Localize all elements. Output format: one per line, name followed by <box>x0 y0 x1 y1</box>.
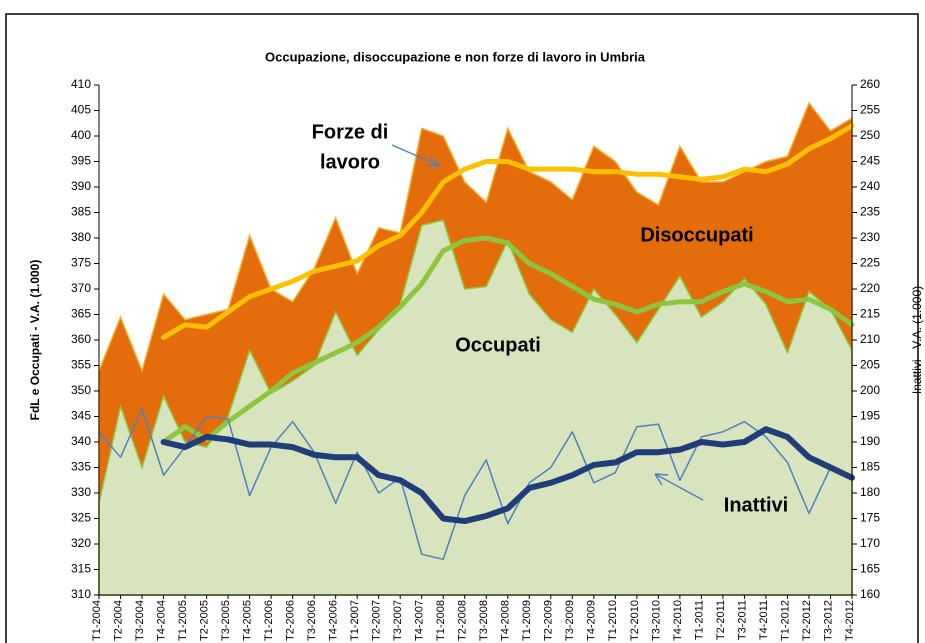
x-tick-label: T2-2006 <box>285 600 297 641</box>
x-tick-label: T3-2008 <box>478 600 490 641</box>
x-tick-label: T4-2011 <box>758 600 770 640</box>
y2-tick-label: 165 <box>860 562 880 576</box>
x-tick-label: T3-2006 <box>306 600 318 641</box>
y-tick-label: 320 <box>71 536 91 550</box>
y-tick-label: 360 <box>71 332 91 346</box>
x-tick-label: T4-2004 <box>155 600 167 641</box>
arrow-head <box>427 156 441 167</box>
x-tick-label: T1-2012 <box>779 600 791 641</box>
y2-tick-label: 190 <box>860 434 880 448</box>
y-tick-label: 385 <box>71 205 91 219</box>
x-tick-label: T2-2005 <box>198 600 210 641</box>
y-tick-label: 390 <box>71 179 91 193</box>
y2-tick-label: 245 <box>860 154 880 168</box>
x-tick-label: T3-2007 <box>392 600 404 641</box>
x-tick-label: T2-2008 <box>457 600 469 641</box>
y2-tick-label: 250 <box>860 128 880 142</box>
y2-tick-label: 220 <box>860 281 880 295</box>
y-axis-label: FdL e Occupati - V.A. (1.000) <box>28 260 42 421</box>
annotation: Forze di <box>312 121 389 143</box>
x-tick-label: T4-2006 <box>328 600 340 641</box>
x-tick-label: T3-2011 <box>736 600 748 640</box>
x-tick-label: T1-2010 <box>607 600 619 641</box>
y2-tick-label: 240 <box>860 179 880 193</box>
y2-tick-label: 260 <box>860 77 880 91</box>
annotation: Disoccupati <box>640 224 753 246</box>
y2-tick-label: 215 <box>860 307 880 321</box>
y-tick-label: 405 <box>71 103 91 117</box>
x-tick-label: T4-2008 <box>500 600 512 641</box>
x-tick-label: T2-2010 <box>629 600 641 641</box>
x-tick-label: T3-2010 <box>650 600 662 641</box>
y-tick-label: 370 <box>71 281 91 295</box>
annotation: Inattivi <box>724 494 788 516</box>
y2-tick-label: 175 <box>860 511 880 525</box>
y-tick-label: 395 <box>71 154 91 168</box>
x-tick-label: T1-2004 <box>91 600 103 641</box>
y2-tick-label: 160 <box>860 587 880 601</box>
x-tick-label: T4-2009 <box>586 600 598 641</box>
arrow <box>654 473 704 501</box>
x-tick-label: T1-2007 <box>349 600 361 641</box>
y2-tick-label: 180 <box>860 485 880 499</box>
x-tick-label: T3-2004 <box>134 600 146 641</box>
x-tick-label: T2-2012 <box>801 600 813 641</box>
y-tick-label: 330 <box>71 485 91 499</box>
x-tick-label: T4-2005 <box>242 600 254 641</box>
y-tick-label: 325 <box>71 511 91 525</box>
line <box>160 426 855 525</box>
x-tick-label: T1-2006 <box>263 600 275 641</box>
arrow-head <box>654 473 669 486</box>
x-tick-label: T2-2007 <box>371 600 383 641</box>
x-tick-label: T2-2004 <box>112 600 124 641</box>
x-tick-label: T3-2009 <box>564 600 576 641</box>
y2-tick-label: 185 <box>860 460 880 474</box>
y-tick-label: 350 <box>71 383 91 397</box>
y-tick-label: 340 <box>71 434 91 448</box>
x-tick-label: T1-2009 <box>521 600 533 641</box>
x-tick-label: T1-2008 <box>435 600 447 641</box>
y2-tick-label: 230 <box>860 230 880 244</box>
x-tick-label: T4-2010 <box>672 600 684 641</box>
x-tick-label: T2-2009 <box>543 600 555 641</box>
y-tick-label: 365 <box>71 307 91 321</box>
y-tick-label: 335 <box>71 460 91 474</box>
line <box>161 123 855 340</box>
y2-tick-label: 205 <box>860 358 880 372</box>
y-tick-label: 400 <box>71 128 91 142</box>
y-tick-label: 310 <box>71 587 91 601</box>
y-tick-label: 410 <box>71 77 91 91</box>
y-tick-label: 355 <box>71 358 91 372</box>
annotation: lavoro <box>320 151 380 173</box>
line <box>161 235 855 445</box>
y2-tick-label: 210 <box>860 332 880 346</box>
chart-title: Occupazione, disoccupazione e non forze … <box>265 49 646 64</box>
y-tick-label: 315 <box>71 562 91 576</box>
y2-axis-label: Inattivi - V.A. (1.000) <box>910 286 924 394</box>
y2-tick-label: 200 <box>860 383 880 397</box>
y2-tick-label: 170 <box>860 536 880 550</box>
x-tick-label: T1-2011 <box>693 600 705 640</box>
y2-tick-label: 255 <box>860 103 880 117</box>
x-tick-label: T3-2012 <box>822 600 834 641</box>
x-tick-label: T1-2005 <box>177 600 189 641</box>
x-tick-label: T4-2007 <box>414 600 426 641</box>
y-tick-label: 345 <box>71 409 91 423</box>
x-tick-label: T4-2012 <box>844 600 856 641</box>
arrow <box>391 144 441 167</box>
y2-tick-label: 195 <box>860 409 880 423</box>
x-tick-label: T2-2011 <box>715 600 727 640</box>
x-tick-label: T3-2005 <box>220 600 232 641</box>
y-tick-label: 375 <box>71 256 91 270</box>
y-tick-label: 380 <box>71 230 91 244</box>
y2-tick-label: 225 <box>860 256 880 270</box>
line <box>98 408 853 561</box>
annotation: Occupati <box>455 334 541 356</box>
y2-tick-label: 235 <box>860 205 880 219</box>
